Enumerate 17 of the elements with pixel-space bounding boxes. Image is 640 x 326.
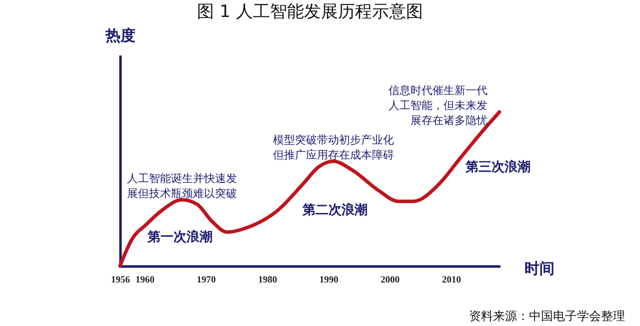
y-axis-title: 热度 bbox=[104, 26, 136, 44]
x-tick-label: 1956 bbox=[111, 276, 130, 286]
annotation: 信息时代催生新一代人工智能，但未来发展存在诸多隐忧 bbox=[388, 84, 488, 127]
x-axis-title: 时间 bbox=[524, 260, 554, 278]
x-tick-label: 1980 bbox=[258, 276, 278, 286]
annotation: 模型突破带动初步产业化但推广应用存在成本障碍 bbox=[272, 133, 394, 162]
annotation: 第二次浪潮 bbox=[302, 202, 368, 218]
x-tick-label: 1960 bbox=[136, 276, 155, 286]
x-tick-label: 1970 bbox=[196, 276, 216, 286]
chart-title: 图 1 人工智能发展历程示意图 bbox=[197, 2, 423, 22]
annotation: 第三次浪潮 bbox=[464, 159, 530, 175]
text: 资料来源：中国电子学会整理 bbox=[469, 309, 625, 323]
x-tick-label: 2000 bbox=[380, 276, 400, 286]
annotation: 第一次浪潮 bbox=[146, 229, 212, 245]
x-tick-label: 1990 bbox=[319, 276, 339, 286]
x-tick-label: 2010 bbox=[442, 276, 462, 286]
annotation: 人工智能诞生并快速发展但技术瓶颈难以突破 bbox=[126, 172, 237, 200]
